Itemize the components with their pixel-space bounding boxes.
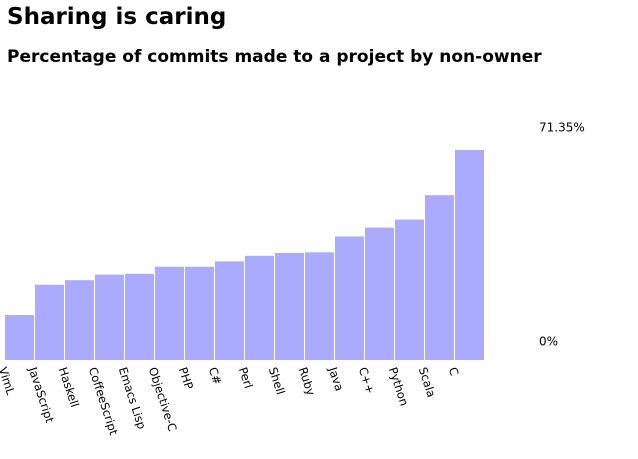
x-tick-label: Shell xyxy=(266,365,288,396)
bar-haskell xyxy=(65,280,94,360)
bar-php xyxy=(185,266,214,360)
y-tick-label-max: 71.35% xyxy=(539,121,585,135)
bar-c- xyxy=(215,261,244,360)
x-tick-label: Objective-C xyxy=(146,365,180,433)
bar-python xyxy=(395,219,424,360)
bar-viml xyxy=(5,315,34,360)
chart-title: Sharing is caring xyxy=(7,4,227,30)
x-tick-label: Haskell xyxy=(56,365,82,409)
bar-perl xyxy=(245,255,274,360)
bar-java xyxy=(335,236,364,360)
x-tick-label: Java xyxy=(325,364,346,392)
x-tick-label: Emacs Lisp xyxy=(116,365,149,431)
bar-objective-c xyxy=(155,266,184,360)
bar-emacs-lisp xyxy=(125,273,154,360)
x-tick-label: Ruby xyxy=(296,365,318,397)
bar-c- xyxy=(365,227,394,360)
bar-scala xyxy=(425,195,454,360)
bar-shell xyxy=(275,252,304,360)
x-tick-label: JavaScript xyxy=(25,364,57,425)
x-tick-label: C xyxy=(446,365,462,377)
x-tick-label: C# xyxy=(206,365,225,386)
x-tick-label: Python xyxy=(386,365,412,407)
bars-layer xyxy=(5,150,484,360)
chart-subtitle: Percentage of commits made to a project … xyxy=(7,47,542,67)
bar-coffeescript xyxy=(95,274,124,360)
bar-ruby xyxy=(305,252,334,360)
bar-c xyxy=(455,150,484,360)
bar-javascript xyxy=(35,284,64,360)
x-tick-label: Perl xyxy=(236,365,256,390)
x-tick-label: PHP xyxy=(176,365,196,391)
x-tick-label: CoffeeScript xyxy=(86,365,121,437)
x-tick-label: VimL xyxy=(0,365,18,397)
x-tick-label: C++ xyxy=(356,365,378,395)
x-tick-label: Scala xyxy=(416,365,439,399)
y-tick-label-min: 0% xyxy=(539,335,558,349)
